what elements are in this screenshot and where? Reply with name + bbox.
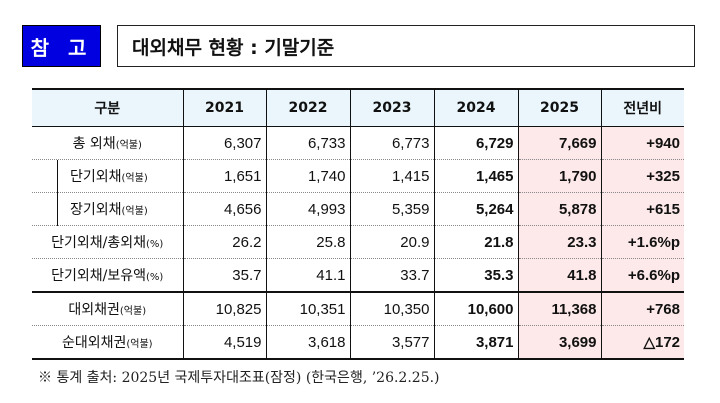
column-header: 전년비: [600, 88, 684, 127]
table-cell: 35.3: [433, 258, 518, 293]
column-header: 구분: [32, 88, 183, 127]
table-cell: 6,729: [433, 126, 518, 160]
row-unit: (억불): [121, 206, 148, 217]
table-cell: 10,825: [182, 292, 266, 326]
table-cell: +325: [600, 159, 684, 193]
table-cell: 6,773: [349, 126, 434, 160]
table-cell: +615: [600, 192, 684, 226]
table-cell: 11,368: [517, 292, 601, 326]
table-cell: 10,350: [349, 292, 434, 326]
table-cell: 6,307: [182, 126, 266, 160]
row-label-text: 장기외채: [70, 202, 122, 218]
table-row: 장기외채(억불) 4,656 4,993 5,359 5,264 5,878 +615: [32, 192, 684, 226]
table-cell: 4,656: [182, 192, 266, 226]
table-cell: 41.1: [265, 258, 350, 293]
table-row: 대외채권(억불) 10,825 10,351 10,350 10,600 11,368 +7…: [32, 292, 684, 326]
column-header: 2023: [349, 88, 434, 127]
table-cell: △172: [600, 325, 684, 360]
table-cell: 23.3: [517, 225, 601, 259]
row-unit: (억불): [126, 339, 153, 350]
table-cell: 33.7: [349, 258, 434, 293]
table-row: 단기외채(억불) 1,651 1,740 1,415 1,465 1,790 +325: [32, 159, 684, 193]
table-cell: +940: [600, 126, 684, 160]
row-label: 순대외채권(억불): [32, 325, 183, 360]
row-label: 단기외채(억불): [32, 159, 183, 193]
row-unit: (억불): [115, 140, 142, 151]
row-label: 단기외채/총외채(%): [32, 225, 183, 259]
external-debt-table: 구분 2021 2022 2023 2024 2025 전년비 총 외채(억불) 6,307 6…: [32, 88, 684, 360]
table-cell: 1,465: [433, 159, 518, 193]
row-unit: (억불): [121, 173, 148, 184]
table-cell: 7,669: [517, 126, 601, 160]
table-cell: 21.8: [433, 225, 518, 259]
table-cell: 25.8: [265, 225, 350, 259]
row-label: 총 외채(억불): [32, 126, 183, 160]
row-unit: (%): [146, 239, 164, 250]
table-cell: +1.6%p: [600, 225, 684, 259]
table-row: 단기외채/보유액(%) 35.7 41.1 33.7 35.3 41.8 +6.6%p: [32, 258, 684, 293]
table-cell: 5,264: [433, 192, 518, 226]
table-cell: 20.9: [349, 225, 434, 259]
table-cell: 1,651: [182, 159, 266, 193]
row-label-text: 단기외채/총외채: [51, 235, 147, 251]
column-header: 2024: [433, 88, 518, 127]
row-unit: (억불): [119, 306, 147, 317]
table-cell: 4,519: [182, 325, 266, 360]
row-label-text: 대외채권: [68, 302, 120, 318]
table-cell: 1,415: [349, 159, 434, 193]
row-label-text: 순대외채권: [61, 335, 127, 351]
table-cell: 3,618: [265, 325, 350, 360]
table-cell: 5,878: [517, 192, 601, 226]
column-header: 2021: [182, 88, 266, 127]
column-header: 2022: [265, 88, 350, 127]
row-label-text: 단기외채: [70, 169, 122, 185]
table-cell: 3,871: [433, 325, 518, 360]
table-row: 단기외채/총외채(%) 26.2 25.8 20.9 21.8 23.3 +1.6%p: [32, 225, 684, 259]
row-label-text: 단기외채/보유액: [51, 268, 147, 284]
table-cell: 41.8: [517, 258, 601, 293]
table-cell: +768: [600, 292, 684, 326]
table-cell: 26.2: [182, 225, 266, 259]
table-cell: 1,740: [265, 159, 350, 193]
table-cell: 5,359: [349, 192, 434, 226]
table-cell: 1,790: [517, 159, 601, 193]
row-label: 단기외채/보유액(%): [32, 258, 183, 293]
table-cell: 6,733: [265, 126, 350, 160]
reference-badge: 참 고: [22, 25, 101, 67]
row-label-text: 총 외채: [72, 136, 116, 152]
table-row: 순대외채권(억불) 4,519 3,618 3,577 3,871 3,699 △172: [32, 325, 684, 360]
table-cell: 3,577: [349, 325, 434, 360]
page-title: 대외채무 현황 : 기말기준: [117, 25, 695, 67]
table-cell: +6.6%p: [600, 258, 684, 293]
table-row: 총 외채(억불) 6,307 6,733 6,773 6,729 7,669 +940: [32, 126, 684, 160]
table-cell: 10,351: [265, 292, 350, 326]
table-cell: 10,600: [433, 292, 518, 326]
table-cell: 3,699: [517, 325, 601, 360]
row-label: 장기외채(억불): [32, 192, 183, 226]
source-note: ※ 통계 출처: 2025년 국제투자대조표(잠정) (한국은행, ’26.2.…: [38, 370, 440, 386]
row-unit: (%): [146, 272, 164, 283]
table-cell: 35.7: [182, 258, 266, 293]
row-label: 대외채권(억불): [32, 292, 183, 326]
table-cell: 4,993: [265, 192, 350, 226]
column-header: 2025: [517, 88, 601, 127]
